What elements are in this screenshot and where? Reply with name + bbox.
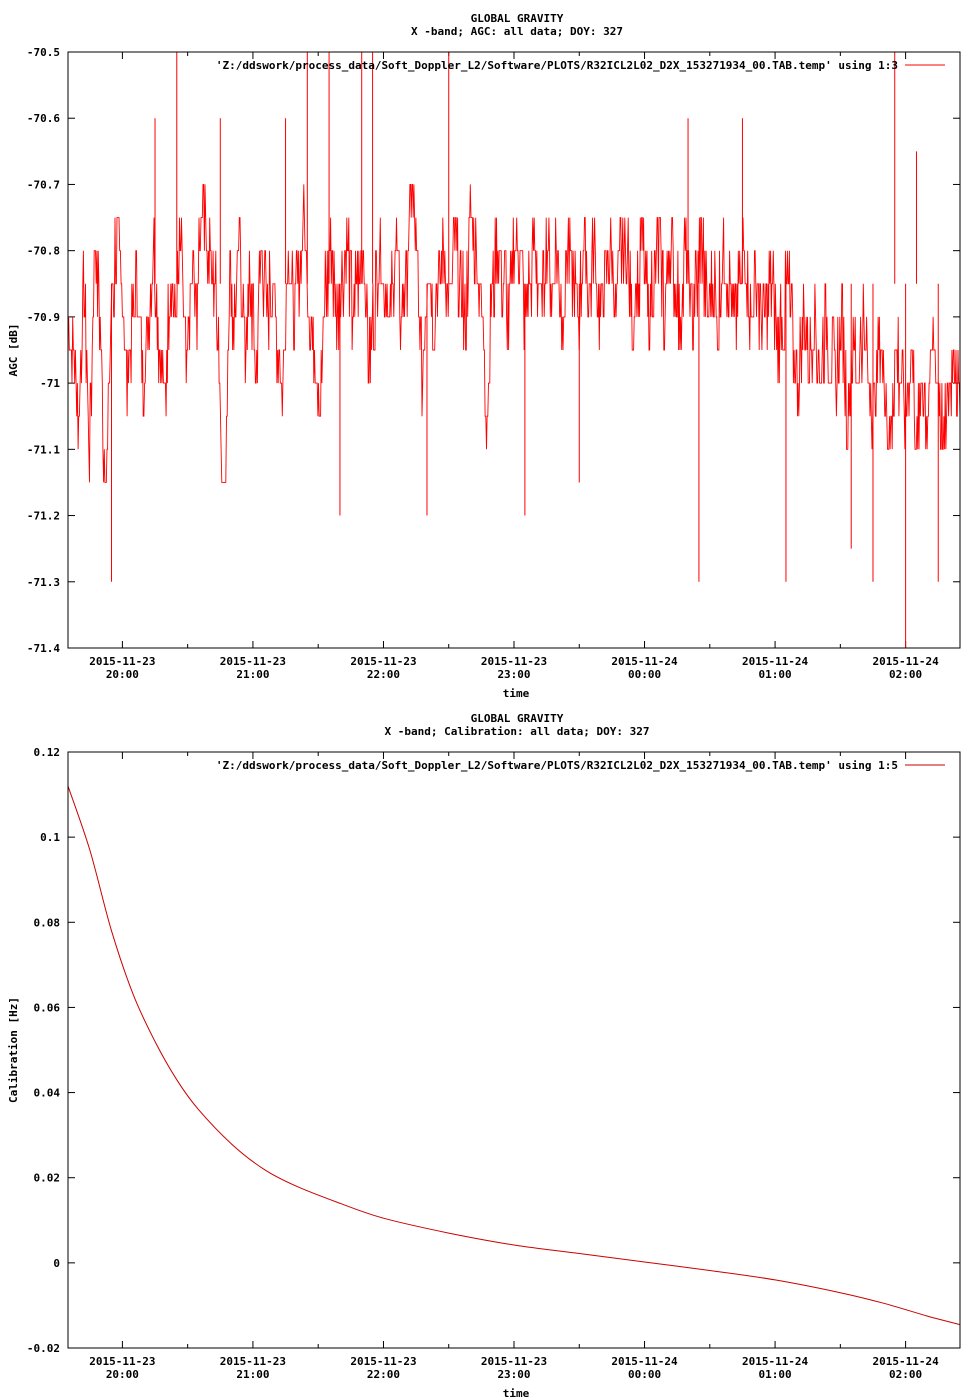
chart-subtitle: X -band; AGC: all data; DOY: 327 [411,25,623,38]
legend-entry: 'Z:/ddswork/process_data/Soft_Doppler_L2… [216,759,898,772]
x-axis-label: time [503,1387,530,1400]
y-tick-label: 0 [53,1257,60,1270]
y-tick-label: 0.06 [34,1001,61,1014]
x-tick-date: 2015-11-23 [350,1355,416,1368]
y-tick-label: -70.8 [27,245,60,258]
y-axis-label: Calibration [Hz] [7,997,20,1103]
x-tick-date: 2015-11-23 [481,1355,547,1368]
y-tick-label: -71.2 [27,510,60,523]
x-tick-time: 23:00 [497,1368,530,1381]
x-tick-date: 2015-11-24 [742,655,809,668]
x-tick-time: 22:00 [367,1368,400,1381]
x-tick-time: 23:00 [497,668,530,681]
y-tick-label: -71.1 [27,443,60,456]
x-tick-date: 2015-11-24 [611,655,678,668]
y-tick-label: -71 [40,377,60,390]
x-tick-date: 2015-11-24 [872,1355,939,1368]
series-line [68,785,960,1326]
x-tick-time: 01:00 [759,668,792,681]
y-tick-label: -70.7 [27,178,60,191]
plot-frame [67,751,961,1349]
plot-frame [67,51,961,649]
x-tick-time: 21:00 [236,668,269,681]
x-tick-date: 2015-11-23 [89,1355,155,1368]
y-tick-label: -70.6 [27,112,60,125]
chart-subtitle: X -band; Calibration: all data; DOY: 327 [385,725,650,738]
y-tick-label: 0.08 [34,916,61,929]
x-tick-time: 00:00 [628,1368,661,1381]
x-tick-date: 2015-11-23 [350,655,416,668]
x-tick-time: 20:00 [106,1368,139,1381]
legend-entry: 'Z:/ddswork/process_data/Soft_Doppler_L2… [216,59,898,72]
x-tick-date: 2015-11-24 [742,1355,809,1368]
plot-area [68,52,960,648]
y-tick-label: 0.1 [40,831,60,844]
x-axis-label: time [503,687,530,700]
y-axis-label: AGC [dB] [7,324,20,377]
y-tick-label: -71.4 [27,642,60,655]
y-tick-label: -70.5 [27,46,60,59]
chart-title: GLOBAL GRAVITY [471,12,564,25]
y-tick-label: -70.9 [27,311,60,324]
y-tick-label: 0.12 [34,746,61,759]
x-tick-date: 2015-11-23 [89,655,155,668]
x-tick-date: 2015-11-23 [220,655,286,668]
x-tick-time: 02:00 [889,1368,922,1381]
y-tick-label: 0.04 [34,1087,61,1100]
x-tick-time: 20:00 [106,668,139,681]
x-tick-date: 2015-11-23 [220,1355,286,1368]
plot-area [68,785,960,1326]
x-tick-time: 22:00 [367,668,400,681]
y-tick-label: -0.02 [27,1342,60,1355]
x-tick-date: 2015-11-24 [611,1355,678,1368]
x-tick-date: 2015-11-23 [481,655,547,668]
x-tick-time: 01:00 [759,1368,792,1381]
y-tick-label: 0.02 [34,1172,61,1185]
x-tick-time: 02:00 [889,668,922,681]
x-tick-date: 2015-11-24 [872,655,939,668]
x-tick-time: 21:00 [236,1368,269,1381]
chart-title: GLOBAL GRAVITY [471,712,564,725]
x-tick-time: 00:00 [628,668,661,681]
series-line [68,183,960,483]
y-tick-label: -71.3 [27,576,60,589]
